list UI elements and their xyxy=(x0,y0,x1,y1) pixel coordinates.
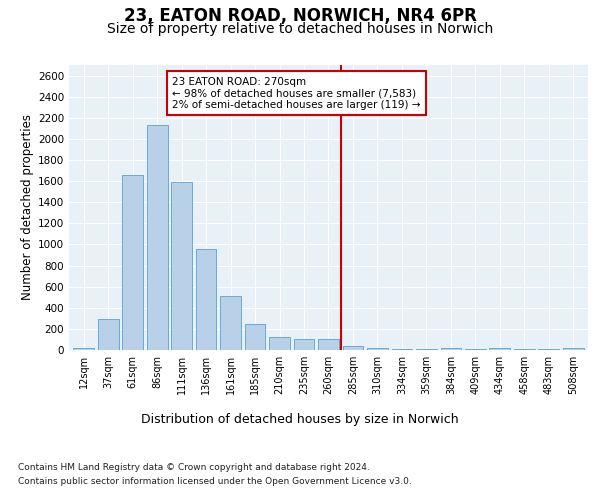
Text: Contains HM Land Registry data © Crown copyright and database right 2024.: Contains HM Land Registry data © Crown c… xyxy=(18,462,370,471)
Bar xyxy=(367,348,388,350)
Bar xyxy=(245,324,265,350)
Text: Contains public sector information licensed under the Open Government Licence v3: Contains public sector information licen… xyxy=(18,478,412,486)
Bar xyxy=(73,348,94,350)
Bar xyxy=(171,182,192,350)
Bar xyxy=(440,348,461,350)
Bar xyxy=(343,346,364,350)
Text: Size of property relative to detached houses in Norwich: Size of property relative to detached ho… xyxy=(107,22,493,36)
Bar xyxy=(293,340,314,350)
Text: Distribution of detached houses by size in Norwich: Distribution of detached houses by size … xyxy=(141,412,459,426)
Y-axis label: Number of detached properties: Number of detached properties xyxy=(21,114,34,300)
Text: 23, EATON ROAD, NORWICH, NR4 6PR: 23, EATON ROAD, NORWICH, NR4 6PR xyxy=(124,8,476,26)
Bar xyxy=(98,319,119,350)
Bar xyxy=(196,248,217,350)
Bar xyxy=(318,340,339,350)
Bar xyxy=(220,296,241,350)
Bar xyxy=(490,348,510,350)
Bar xyxy=(563,348,584,350)
Bar xyxy=(122,175,143,350)
Bar xyxy=(416,349,437,350)
Text: 23 EATON ROAD: 270sqm
← 98% of detached houses are smaller (7,583)
2% of semi-de: 23 EATON ROAD: 270sqm ← 98% of detached … xyxy=(172,76,421,110)
Bar xyxy=(269,338,290,350)
Bar xyxy=(392,349,412,350)
Bar xyxy=(147,125,167,350)
